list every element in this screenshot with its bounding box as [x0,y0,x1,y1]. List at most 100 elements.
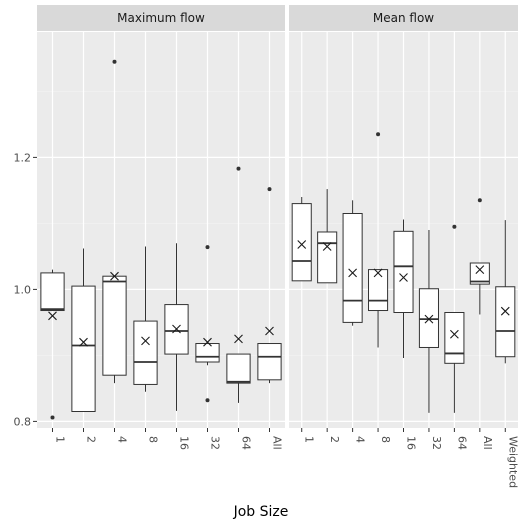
mean-marker [373,268,383,278]
box-2 [317,189,338,284]
mean-marker [399,273,408,282]
panel-strip [289,5,518,31]
x-tick-label: 64 [240,436,253,450]
x-tick-label: 16 [178,436,191,450]
mean-marker-stroke [265,326,274,336]
outlier-point [236,166,241,171]
box-iqr [444,312,465,364]
outlier-point [376,132,381,137]
box-1 [40,269,65,420]
x-axis-title: Job Size [233,504,289,520]
outlier-point [112,59,117,64]
outlier-point [477,198,482,203]
box-2 [71,248,96,413]
outlier-point [205,398,210,403]
x-tick-label: 1 [303,436,316,443]
box-iqr [342,213,363,323]
mean-marker-stroke [297,240,307,249]
panel-title: Maximum flow [117,11,205,25]
box-all [469,198,490,315]
mean-marker [79,337,88,347]
mean-marker [48,311,57,321]
box-8 [133,246,158,392]
box-weighted [495,220,516,364]
box-iqr [102,275,127,376]
box-32 [418,230,439,413]
mean-marker-stroke [203,337,212,347]
box-64 [444,224,465,413]
box-iqr [317,231,338,284]
outlier-point [205,245,210,250]
y-tick-label: 1.2 [14,151,32,164]
mean-marker-stroke [348,268,358,278]
mean-marker-stroke [322,242,332,251]
panel-maximum-flow: Maximum flow 1 2 4 8 16 32 64 All [37,5,285,450]
panels-layer: Maximum flow 1 2 4 8 16 32 64 All Mean flow 1 2 4 8 16… [37,5,519,488]
x-tick-label: Weighted [506,436,519,488]
box-16 [164,243,189,411]
mean-marker [424,314,434,324]
box-iqr [393,230,414,314]
box-all [257,187,282,384]
mean-marker [203,337,212,347]
x-tick-label: 8 [147,436,160,443]
outlier-point [267,187,272,192]
outlier-point [50,415,55,420]
x-tick-label: 1 [54,436,67,443]
mean-marker [265,326,274,336]
box-iqr [257,343,282,381]
x-tick-label: 2 [85,436,98,443]
box-iqr [418,288,439,348]
box-iqr [195,343,220,363]
box-iqr [40,272,65,312]
box-4 [342,200,363,326]
mean-marker-stroke [373,268,383,278]
mean-marker [449,329,459,339]
mean-marker-stroke [399,273,408,282]
box-iqr [71,285,96,413]
panel-title: Mean flow [373,11,434,25]
y-tick-label: 0.8 [14,415,32,428]
mean-marker [500,306,510,316]
mean-marker [348,268,358,278]
box-iqr [291,203,312,282]
box-4 [102,59,127,384]
x-tick-label: 64 [455,436,468,450]
x-tick-label: 32 [430,436,443,450]
mean-marker [322,242,332,251]
y-axis: 0.8 1.0 1.2 [14,151,37,428]
mean-marker-stroke [172,324,181,334]
x-tick-label: 16 [405,436,418,450]
mean-marker [234,334,243,344]
mean-marker [110,271,119,281]
box-iqr [226,353,251,384]
mean-marker-stroke [79,337,88,347]
box-16 [393,219,414,359]
x-tick-label: 2 [328,436,341,443]
mean-marker-stroke [234,334,243,344]
mean-marker-stroke [48,311,57,321]
mean-marker-stroke [475,265,485,274]
x-tick-label: 4 [354,436,367,443]
mean-marker [297,240,307,249]
mean-marker-stroke [449,329,459,339]
mean-marker [172,324,181,334]
box-iqr [133,320,158,385]
x-tick-label: 4 [116,436,129,443]
box-iqr [495,286,516,358]
x-tick-label: 32 [209,436,222,450]
x-tick-label: All [481,436,494,450]
box-iqr [469,262,490,285]
box-64 [226,166,251,403]
mean-marker [141,336,150,346]
outlier-point [452,224,457,229]
panel-strip [37,5,285,31]
x-tick-label: 8 [379,436,392,443]
box-1 [291,197,312,282]
mean-marker-stroke [141,336,150,346]
y-tick-label: 1.0 [14,283,32,296]
box-8 [368,132,389,348]
mean-marker-stroke [110,271,119,281]
x-tick-label: All [271,436,284,450]
